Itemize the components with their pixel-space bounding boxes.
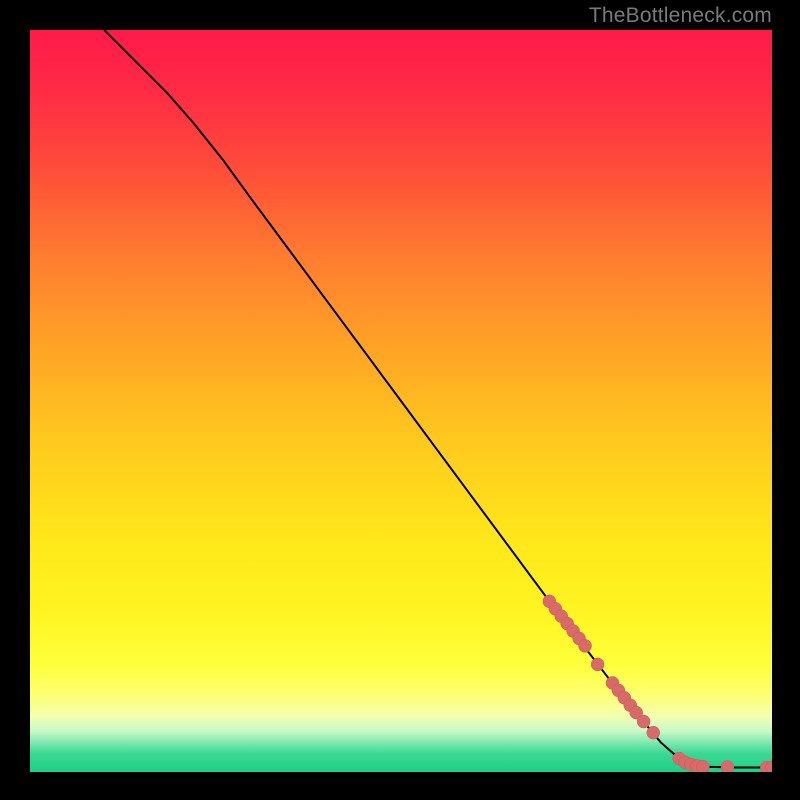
plot-area — [30, 30, 772, 772]
watermark-text: TheBottleneck.com — [589, 4, 772, 28]
data-marker — [647, 726, 660, 739]
data-marker — [637, 715, 650, 728]
data-marker — [591, 658, 604, 671]
chart-svg — [30, 30, 772, 772]
data-marker — [696, 760, 709, 772]
data-marker — [579, 639, 592, 652]
data-marker — [721, 761, 734, 772]
